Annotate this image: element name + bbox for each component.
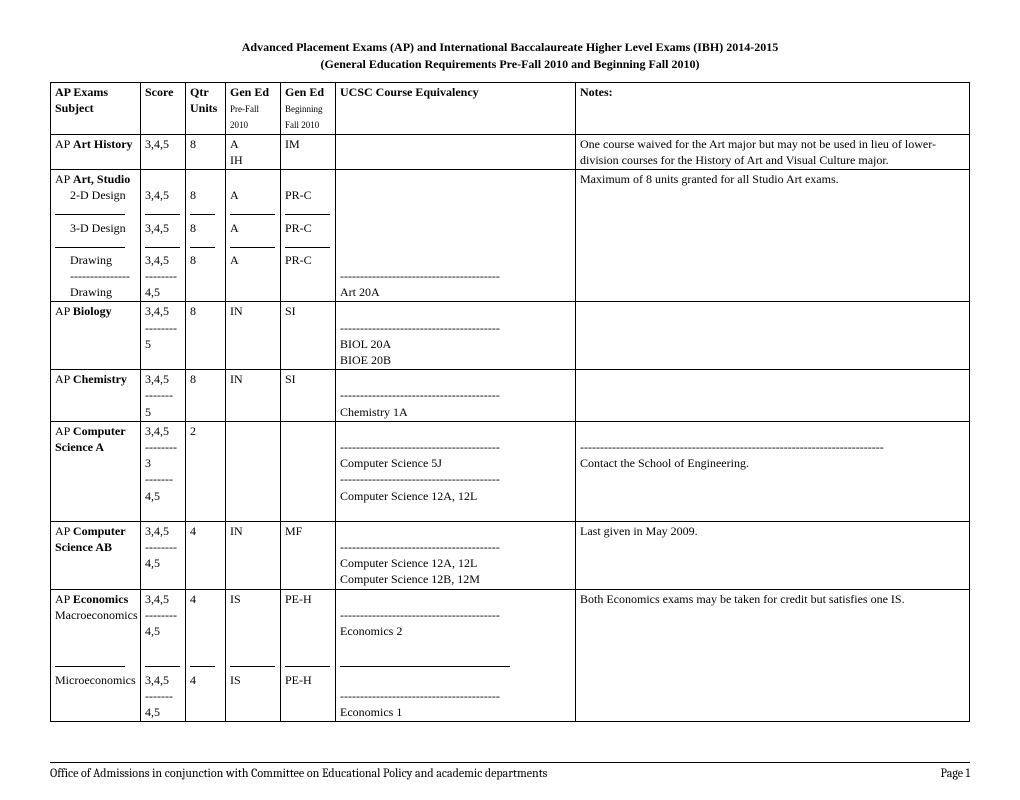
table-row: AP ComputerScience A 3,4,5 3 4,5 2 Compu…	[51, 421, 970, 521]
table-row: AP Economics Macroeconomics Microeconomi…	[51, 589, 970, 722]
page-title: Advanced Placement Exams (AP) and Intern…	[50, 40, 970, 55]
table-row: AP Biology 3,4,5 5 8 IN SI BIOL 20A BIOE…	[51, 302, 970, 370]
table-row: AP Chemistry 3,4,5 5 8 IN SI Chemistry 1…	[51, 370, 970, 422]
header-notes: Notes:	[576, 83, 970, 135]
page-footer: Office of Admissions in conjunction with…	[50, 762, 970, 780]
header-units: Qtr Units	[186, 83, 226, 135]
header-gened2: Gen Ed Beginning Fall 2010	[281, 83, 336, 135]
ap-exams-table: AP Exams Subject Score Qtr Units Gen Ed …	[50, 82, 970, 722]
header-subject: AP Exams Subject	[51, 83, 141, 135]
table-row: AP Art, Studio 2-D Design 3-D Design Dra…	[51, 169, 970, 302]
footer-left: Office of Admissions in conjunction with…	[50, 766, 547, 780]
header-equiv: UCSC Course Equivalency	[336, 83, 576, 135]
table-header-row: AP Exams Subject Score Qtr Units Gen Ed …	[51, 83, 970, 135]
footer-right: Page 1	[941, 766, 970, 780]
header-gened1: Gen Ed Pre-Fall 2010	[226, 83, 281, 135]
table-row: AP ComputerScience AB 3,4,5 4,5 4 IN MF …	[51, 521, 970, 589]
page-subtitle: (General Education Requirements Pre-Fall…	[50, 57, 970, 72]
header-score: Score	[141, 83, 186, 135]
table-row: AP Art History 3,4,5 8 AIH IM One course…	[51, 134, 970, 169]
